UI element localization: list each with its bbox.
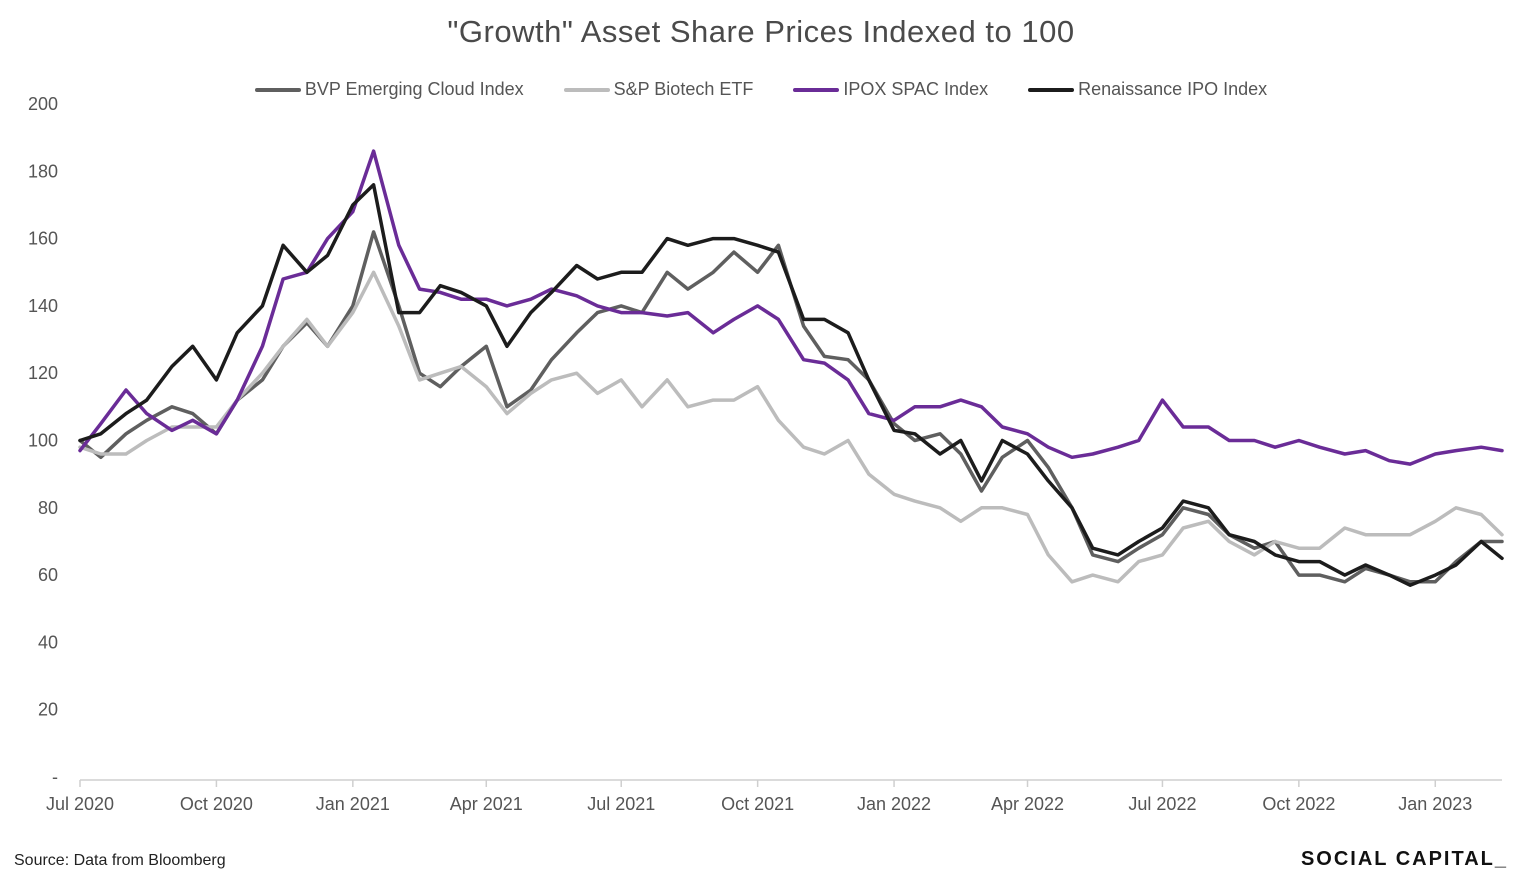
legend-label: BVP Emerging Cloud Index	[304, 79, 524, 99]
legend-item-renaissance-ipo-index: Renaissance IPO Index	[1028, 79, 1267, 100]
x-tick-label-jan-2023: Jan 2023	[1398, 794, 1472, 814]
y-tick-label-200: 200	[28, 94, 58, 114]
x-tick-label-jan-2022: Jan 2022	[857, 794, 931, 814]
y-tick-label-120: 120	[28, 363, 58, 383]
legend-item-ipox-spac-index: IPOX SPAC Index	[793, 79, 988, 100]
x-tick-label-oct-2021: Oct 2021	[721, 794, 794, 814]
y-tick-label-160: 160	[28, 229, 58, 249]
y-tick-label-140: 140	[28, 296, 58, 316]
legend-swatch	[254, 87, 301, 92]
x-tick-label-apr-2021: Apr 2021	[450, 794, 523, 814]
x-tick-label-apr-2022: Apr 2022	[991, 794, 1064, 814]
series-line-ipox-spac-index	[78, 149, 1504, 466]
x-tick-label-oct-2022: Oct 2022	[1262, 794, 1335, 814]
y-tick-label-20: 20	[38, 700, 58, 720]
y-tick-label-180: 180	[28, 161, 58, 181]
legend-item-bvp-emerging-cloud-index: BVP Emerging Cloud Index	[254, 79, 524, 100]
chart-title: "Growth" Asset Share Prices Indexed to 1…	[447, 14, 1075, 49]
legend-swatch	[1028, 87, 1075, 92]
y-tick-label-60: 60	[38, 565, 58, 585]
y-tick-label-80: 80	[38, 498, 58, 518]
x-tick-label-oct-2020: Oct 2020	[180, 794, 253, 814]
y-tick-label-100: 100	[28, 431, 58, 451]
x-tick-label-jan-2021: Jan 2021	[316, 794, 390, 814]
series-line-s-p-biotech-etf	[78, 270, 1504, 584]
legend-item-s-p-biotech-etf: S&P Biotech ETF	[563, 79, 754, 100]
legend-label: S&P Biotech ETF	[613, 79, 754, 99]
source-note: Source: Data from Bloomberg	[14, 852, 226, 869]
y-tick-label-0: -	[52, 767, 58, 787]
brand-logo: SOCIAL CAPITAL_	[1300, 848, 1508, 870]
legend-swatch	[793, 87, 840, 92]
chart-legend: BVP Emerging Cloud Index S&P Biotech ETF I…	[0, 79, 1522, 100]
legend-swatch	[563, 87, 610, 92]
x-tick-label-jul-2022: Jul 2022	[1128, 794, 1196, 814]
x-tick-label-jul-2020: Jul 2020	[46, 794, 114, 814]
legend-label: IPOX SPAC Index	[843, 79, 989, 99]
y-tick-label-40: 40	[38, 632, 58, 652]
x-tick-label-jul-2021: Jul 2021	[587, 794, 655, 814]
legend-label: Renaissance IPO Index	[1078, 79, 1268, 99]
series-line-renaissance-ipo-index	[78, 183, 1504, 587]
